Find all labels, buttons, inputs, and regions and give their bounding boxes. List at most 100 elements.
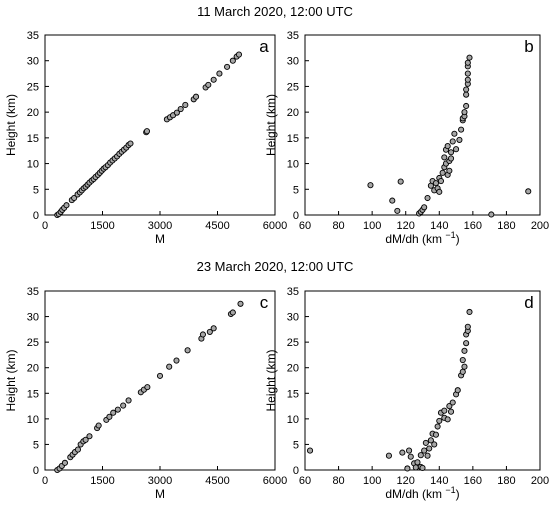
data-point-d <box>406 447 413 454</box>
x-tick-label-c: 4500 <box>205 475 229 487</box>
data-point-b <box>447 149 455 156</box>
y-axis-label-d: Height (km) <box>264 349 278 411</box>
data-point-d <box>421 447 428 454</box>
data-point-d <box>431 441 438 448</box>
data-point-a <box>216 70 223 77</box>
data-point-c <box>173 357 180 364</box>
data-point-c <box>166 363 173 370</box>
data-point-b <box>449 138 456 145</box>
data-point-a <box>182 101 189 108</box>
data-point-d <box>432 431 439 438</box>
data-point-c <box>86 433 93 440</box>
data-point-d <box>306 447 314 454</box>
data-point-a <box>71 194 78 202</box>
y-tick-label-a: 0 <box>33 210 39 222</box>
y-tick-label-b: 5 <box>293 184 299 196</box>
chart-row-title-bottom: 23 March 2020, 12:00 UTC <box>196 259 354 274</box>
data-point-b <box>394 207 401 214</box>
data-point-d <box>419 464 426 472</box>
plot-frame-a <box>44 34 276 216</box>
data-point-b <box>447 155 455 162</box>
y-tick-label-c: 20 <box>27 363 39 375</box>
y-tick-label-d: 35 <box>287 286 299 298</box>
y-axis-label-a: Height (km) <box>4 94 18 156</box>
data-point-d <box>461 347 468 354</box>
data-point-d <box>414 459 421 466</box>
data-point-d <box>459 368 466 375</box>
data-point-a <box>224 63 231 70</box>
x-tick-label-b: 60 <box>299 220 311 232</box>
data-point-d <box>444 416 451 423</box>
y-tick-label-c: 10 <box>27 414 39 426</box>
data-point-b <box>436 188 443 195</box>
y-tick-label-b: 10 <box>287 159 299 171</box>
data-point-d <box>459 356 466 364</box>
data-point-d <box>441 407 448 414</box>
plot-frame-d <box>304 290 541 471</box>
y-axis-label-b: Height (km) <box>264 94 278 156</box>
x-tick-label-b: 160 <box>464 220 482 232</box>
y-tick-label-a: 5 <box>33 184 39 196</box>
y-tick-label-d: 0 <box>293 465 299 477</box>
x-tick-label-b: 100 <box>363 220 381 232</box>
data-point-b <box>456 136 463 143</box>
y-tick-label-b: 30 <box>287 56 299 68</box>
x-axis-label-b: dM/dh (km −1) <box>385 230 459 246</box>
y-tick-label-a: 10 <box>27 159 39 171</box>
data-point-b <box>444 143 451 150</box>
y-tick-label-d: 30 <box>287 312 299 324</box>
x-axis-label-c: M <box>155 487 165 501</box>
y-tick-label-c: 30 <box>27 312 39 324</box>
data-point-c <box>237 300 244 307</box>
data-point-d <box>454 387 461 394</box>
data-point-a <box>205 81 212 88</box>
data-point-b <box>367 182 374 189</box>
data-point-c <box>199 331 206 338</box>
data-point-d <box>436 417 443 424</box>
y-tick-label-a: 25 <box>27 81 39 93</box>
data-point-a <box>173 109 180 116</box>
data-point-d <box>404 465 411 472</box>
y-tick-label-b: 25 <box>287 81 299 93</box>
x-tick-label-d: 140 <box>430 475 448 487</box>
y-tick-label-d: 20 <box>287 363 299 375</box>
x-tick-label-d: 100 <box>363 475 381 487</box>
y-tick-label-d: 5 <box>293 439 299 451</box>
y-tick-label-d: 10 <box>287 414 299 426</box>
data-point-d <box>407 453 414 460</box>
data-point-d <box>422 439 429 446</box>
x-tick-label-b: 180 <box>497 220 515 232</box>
x-tick-label-c: 6000 <box>263 475 287 487</box>
x-tick-label-b: 140 <box>430 220 448 232</box>
data-point-b <box>464 59 471 66</box>
data-point-d <box>466 308 473 316</box>
data-point-b <box>446 167 453 174</box>
data-point-c <box>229 309 236 316</box>
data-point-b <box>525 188 532 195</box>
data-point-b <box>463 91 470 98</box>
data-point-c <box>95 422 102 429</box>
y-tick-label-c: 5 <box>33 439 39 451</box>
data-point-d <box>449 399 456 406</box>
x-tick-label-a: 3000 <box>148 220 172 232</box>
data-point-a <box>63 202 70 209</box>
data-point-c <box>114 406 121 413</box>
y-tick-label-d: 15 <box>287 388 299 400</box>
x-tick-label-c: 0 <box>42 475 48 487</box>
data-point-b <box>464 76 471 83</box>
data-point-d <box>434 423 441 430</box>
y-tick-label-c: 0 <box>33 465 39 477</box>
plot-frame-b <box>304 34 541 216</box>
data-point-c <box>120 402 127 409</box>
data-point-c <box>82 436 89 443</box>
panel-label-c: c <box>260 293 269 312</box>
data-point-b <box>424 194 431 202</box>
x-tick-label-b: 120 <box>397 220 415 232</box>
chart-row-title-top: 11 March 2020, 12:00 UTC <box>197 4 353 19</box>
data-point-c <box>156 372 164 379</box>
data-point-a <box>192 93 200 100</box>
x-tick-label-c: 3000 <box>148 475 172 487</box>
x-tick-label-c: 1500 <box>90 475 114 487</box>
y-tick-label-b: 20 <box>287 107 299 119</box>
